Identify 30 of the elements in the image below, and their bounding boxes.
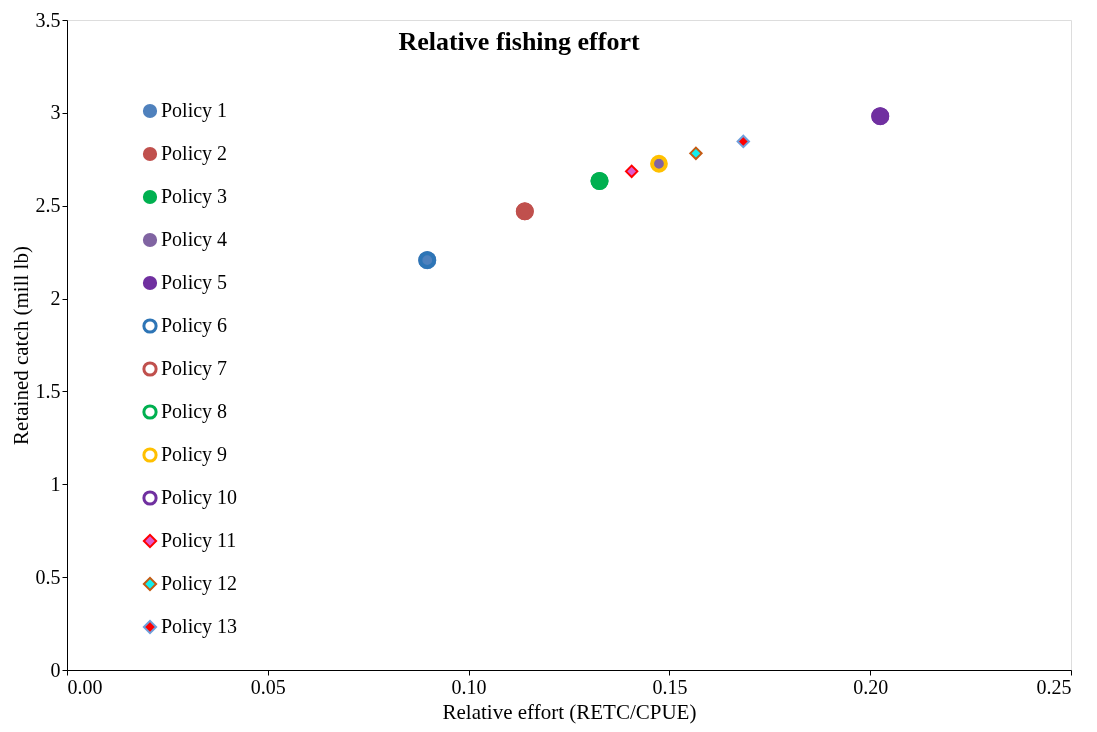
legend-label: Policy 13 [161,615,238,638]
legend-label: Policy 9 [161,443,228,466]
legend-label: Policy 8 [161,400,228,423]
legend-label: Policy 6 [161,314,228,337]
chart-title: Relative fishing effort [398,27,640,56]
legend-label: Policy 1 [161,99,228,122]
y-tick-label: 2.5 [35,194,61,217]
y-tick-label: 1.5 [35,379,61,402]
x-tick-label: 0.25 [1036,675,1072,698]
legend-label: Policy 4 [161,228,228,251]
x-tick-label: 0.15 [652,675,688,698]
y-tick-label: 3.5 [35,8,61,31]
x-tick-label: 0.20 [853,675,889,698]
y-tick-label: 2 [50,287,61,310]
y-axis-title: Retained catch (mill lb) [8,246,33,445]
legend-label: Policy 10 [161,486,238,509]
legend-label: Policy 11 [161,529,237,552]
x-tick-label: 0.05 [250,675,286,698]
y-tick-label: 0 [50,658,61,681]
legend-label: Policy 2 [161,142,228,165]
x-axis-title: Relative effort (RETC/CPUE) [442,699,697,724]
x-tick-label: 0.00 [67,675,103,698]
legend-label: Policy 7 [161,357,228,380]
y-tick-label: 0.5 [35,565,61,588]
x-tick-label: 0.10 [451,675,487,698]
y-tick-label: 3 [50,101,61,124]
legend-label: Policy 12 [161,572,238,595]
legend-label: Policy 5 [161,271,228,294]
y-tick-label: 1 [50,472,61,495]
legend-label: Policy 3 [161,185,228,208]
